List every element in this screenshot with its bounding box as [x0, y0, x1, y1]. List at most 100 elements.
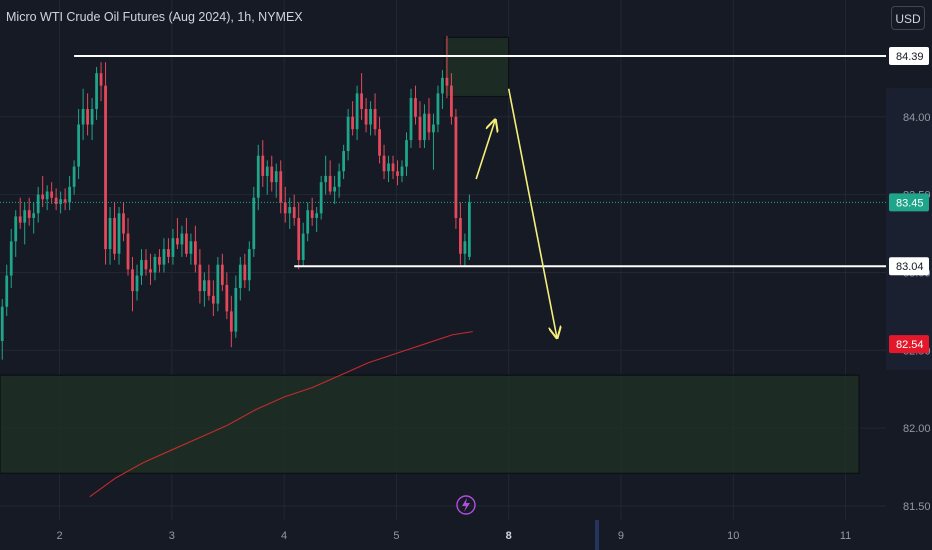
candle-body: [9, 241, 13, 276]
x-tick-label: 5: [393, 530, 399, 542]
moving-average-line: [89, 331, 473, 498]
candle-body: [216, 264, 220, 304]
supply-demand-zone: [444, 36, 510, 98]
candle-body: [135, 275, 139, 292]
candle-body: [351, 116, 354, 130]
candle-body: [346, 116, 350, 152]
candle-body: [283, 202, 287, 214]
candle-body: [405, 140, 408, 167]
candle-body: [256, 155, 260, 198]
candle-body: [220, 264, 224, 285]
candle-body: [45, 191, 49, 200]
candle-body: [261, 155, 265, 176]
candle-body: [122, 213, 125, 234]
price-label-box: [889, 47, 929, 66]
chart-title: Micro WTI Crude Oil Futures (Aug 2024), …: [6, 10, 303, 24]
candle-body: [333, 186, 337, 192]
candle-body: [463, 241, 467, 254]
candle-body: [63, 199, 67, 203]
candle-body: [144, 260, 148, 270]
price-label-box: [889, 257, 929, 276]
candle-body: [387, 163, 390, 172]
candle-body: [445, 77, 449, 86]
candle-body: [81, 108, 85, 125]
candle-body: [292, 207, 296, 218]
x-tick-label: 2: [56, 530, 62, 542]
candle-body: [265, 166, 269, 176]
candle-body: [225, 284, 229, 312]
candle-body: [315, 213, 319, 218]
candle-body: [90, 108, 94, 125]
candle-body: [297, 217, 301, 260]
candle-body: [54, 197, 58, 204]
candle-body: [104, 85, 107, 250]
x-tick-label: 10: [727, 530, 739, 542]
flash-icon: [456, 495, 476, 515]
candle-body: [189, 241, 193, 254]
candle-body: [364, 108, 368, 125]
candle-body: [467, 202, 471, 257]
candle-body: [337, 171, 341, 187]
y-tick-label: 81.50: [903, 501, 931, 513]
candle-body: [270, 166, 274, 183]
candle-body: [454, 116, 458, 218]
candle-body: [68, 186, 72, 203]
time-axis-marker: [595, 520, 599, 550]
candle-body: [18, 216, 22, 223]
price-label: 84.39: [896, 51, 924, 63]
candle-body: [158, 256, 161, 265]
candle-body: [288, 207, 292, 214]
candle-body: [27, 210, 31, 218]
candle-body: [140, 260, 143, 276]
candle-body: [185, 233, 188, 254]
candle-body: [126, 233, 130, 270]
candle-body: [418, 116, 422, 141]
candle-body: [117, 213, 121, 254]
candle-body: [243, 264, 247, 281]
candle-body: [113, 217, 116, 254]
candle-body: [95, 73, 98, 109]
candle-body: [180, 233, 184, 245]
candle-body: [427, 113, 431, 133]
supply-demand-zone: [0, 374, 860, 474]
candle-body: [86, 108, 89, 125]
candle-body: [328, 175, 332, 192]
candle-body: [108, 217, 112, 250]
x-tick-label: 8: [506, 530, 512, 542]
price-axis-highlight: [886, 88, 932, 370]
candle-body: [23, 210, 27, 223]
candle-body: [176, 238, 179, 245]
candle-body: [274, 171, 278, 183]
price-label: 83.04: [896, 261, 924, 273]
candle-body: [14, 216, 18, 242]
candle-body: [450, 85, 453, 117]
candle-body: [131, 269, 134, 292]
candle-body: [279, 171, 283, 203]
candle-body: [202, 280, 206, 292]
price-label-box: [889, 193, 929, 212]
candle-body: [310, 210, 314, 218]
candle-body: [162, 249, 166, 265]
candle-body: [423, 113, 426, 141]
candle-body: [373, 108, 377, 130]
price-label-box: [889, 335, 929, 354]
candle-body: [436, 93, 440, 125]
candle-body: [378, 129, 381, 156]
price-label: 83.45: [896, 197, 924, 209]
price-label: 82.54: [896, 339, 924, 351]
candle-body: [409, 98, 413, 141]
candle-body: [459, 217, 462, 254]
candle-body: [229, 311, 233, 332]
currency-button[interactable]: USD: [891, 6, 925, 30]
candle-body: [441, 77, 444, 94]
candle-body: [360, 93, 363, 109]
candle-body: [301, 233, 305, 260]
candle-body: [306, 210, 310, 234]
x-tick-label: 11: [840, 530, 851, 542]
candle-body: [149, 269, 152, 273]
candle-body: [211, 295, 215, 304]
candle-body: [32, 213, 36, 218]
candle-body: [319, 182, 323, 214]
flash-icon-bolt: [462, 498, 470, 512]
